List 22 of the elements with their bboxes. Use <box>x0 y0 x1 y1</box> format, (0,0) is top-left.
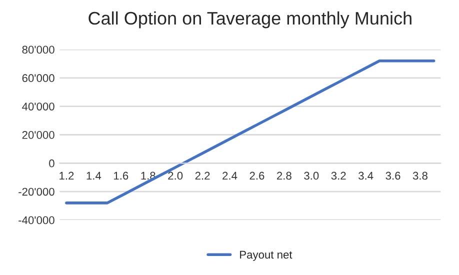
y-tick-label: 60'000 <box>22 74 54 82</box>
y-tick-label: -20'000 <box>18 188 54 196</box>
x-tick-label: 1.6 <box>114 172 128 180</box>
x-tick-label: 3.0 <box>304 172 319 180</box>
x-tick-label: 2.6 <box>250 172 264 180</box>
x-tick-label: 1.2 <box>60 172 74 180</box>
x-tick-label: 3.2 <box>331 172 346 180</box>
x-tick-label: 1.4 <box>86 172 102 180</box>
x-tick-label: 3.4 <box>358 172 374 180</box>
x-tick-label: 3.6 <box>386 172 400 180</box>
legend-label: Payout net <box>240 250 292 261</box>
y-tick-label: 0 <box>49 159 54 168</box>
y-tick-label: 80'000 <box>22 46 54 54</box>
x-tick-label: 2.8 <box>277 172 292 180</box>
x-tick-label: 2.0 <box>168 172 183 180</box>
x-tick-label: 3.8 <box>412 172 428 180</box>
x-tick-label: 2.4 <box>222 172 238 180</box>
y-tick-label: -40'000 <box>18 216 54 224</box>
x-tick-label: 2.2 <box>195 172 210 180</box>
chart-title: Call Option on Taverage monthly Munich <box>88 11 412 28</box>
y-tick-label: 40'000 <box>22 102 54 110</box>
y-tick-label: 20'000 <box>22 131 54 139</box>
